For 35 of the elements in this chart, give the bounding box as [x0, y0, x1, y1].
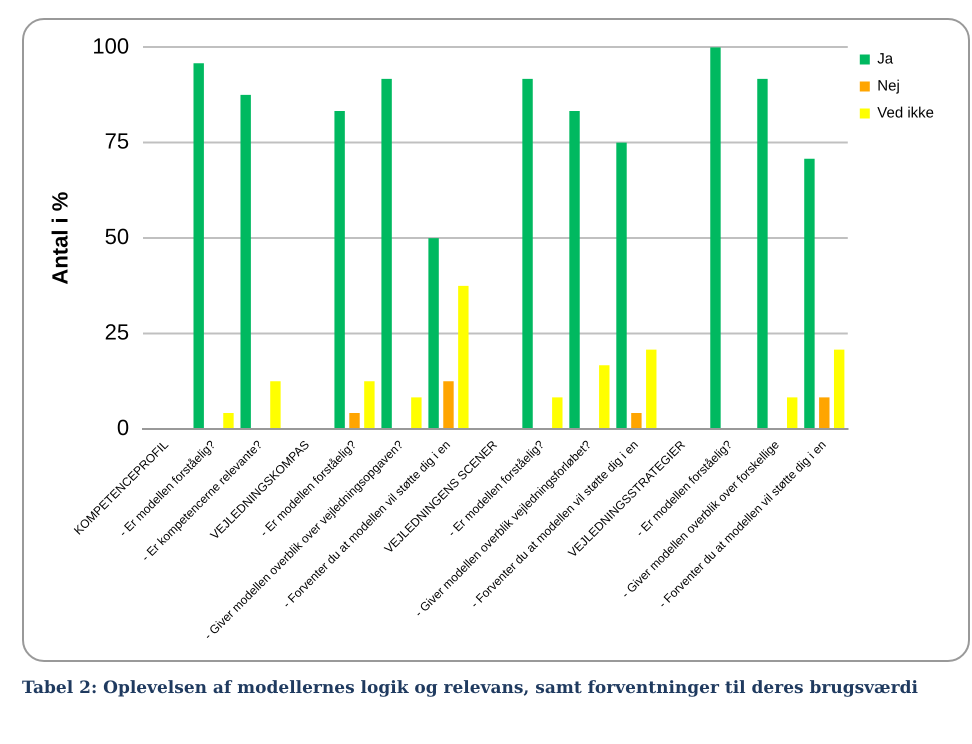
- bar: [646, 350, 656, 428]
- bar: [240, 94, 251, 428]
- bar: [522, 78, 533, 428]
- text: Tabel 2: Oplevelsen af modellernes logik og relevans, samt forventninger til deres brugsværdi: [22, 677, 919, 700]
- legend-label: Nej: [877, 78, 900, 95]
- bar: [834, 350, 844, 428]
- bar: [599, 365, 610, 428]
- bar: [458, 286, 469, 428]
- legend-label: Ved ikke: [877, 104, 934, 122]
- y-tick-label: 100: [92, 33, 130, 58]
- y-tick-label: 75: [104, 128, 130, 154]
- bar: [428, 238, 439, 428]
- bar: [552, 397, 563, 428]
- bar: [819, 397, 830, 428]
- bar: [710, 47, 721, 428]
- bar: [804, 158, 815, 428]
- bar: [411, 397, 422, 428]
- bar: [381, 78, 392, 428]
- bar: [786, 397, 798, 428]
- bar: [364, 381, 375, 428]
- y-tick-label: 0: [116, 415, 130, 440]
- y-axis-title: Antal i %: [47, 192, 72, 285]
- bar: [569, 110, 580, 428]
- bar: [193, 63, 204, 428]
- bar: [223, 412, 234, 428]
- y-tick-label: 50: [104, 224, 130, 250]
- bar: [631, 412, 642, 428]
- bar: [616, 142, 627, 428]
- bar: [349, 412, 360, 428]
- legend-label: Ja: [877, 50, 894, 68]
- bar: [443, 381, 454, 428]
- bar: [334, 110, 345, 428]
- bar: [270, 381, 281, 428]
- y-tick-label: 25: [104, 320, 130, 345]
- bar: [757, 78, 768, 428]
